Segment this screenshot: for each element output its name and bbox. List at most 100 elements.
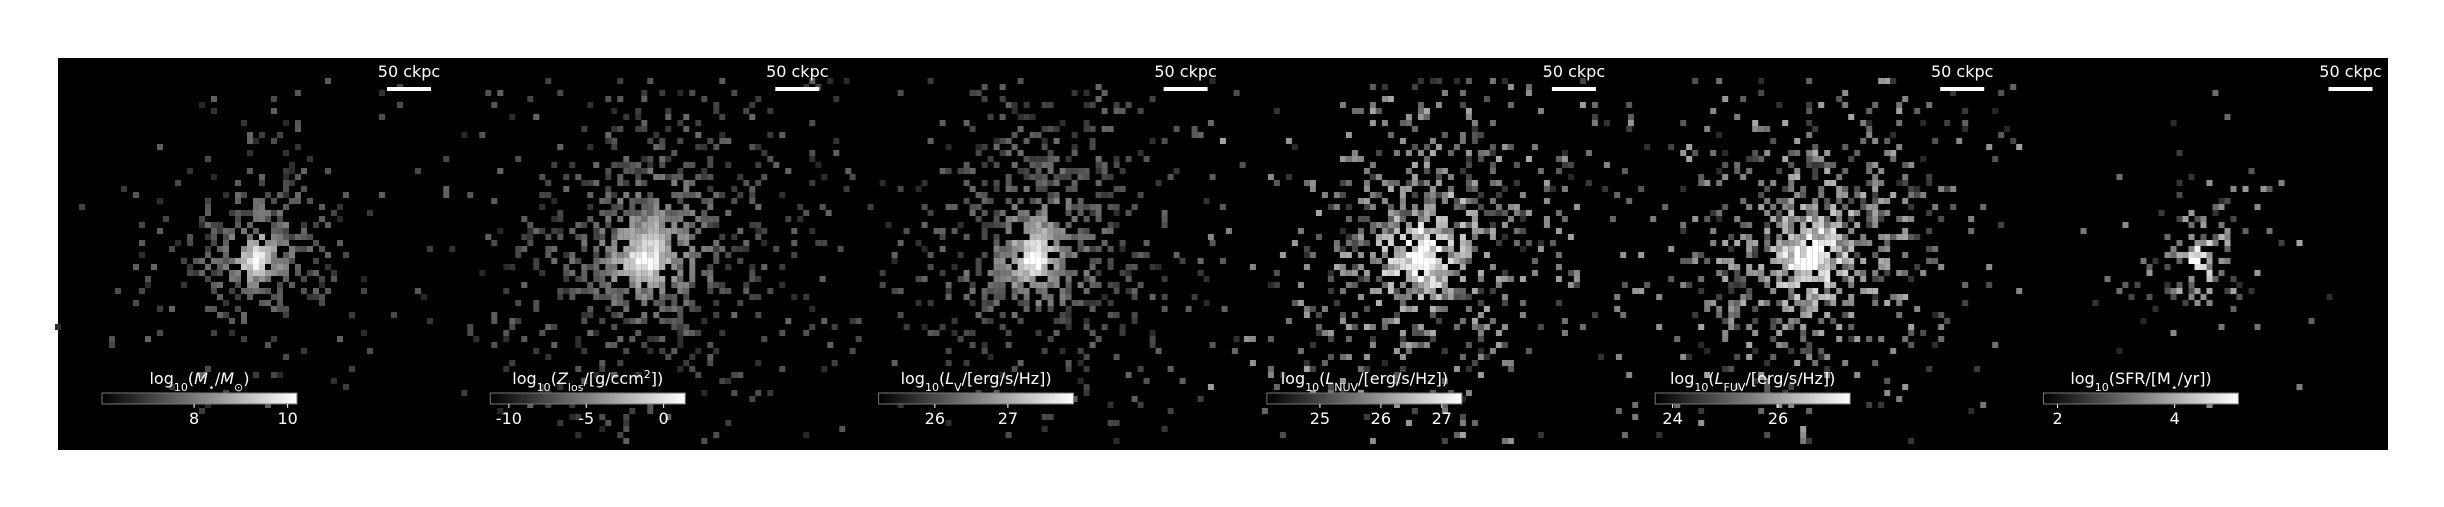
map-pixel bbox=[1005, 240, 1012, 246]
map-pixel bbox=[617, 162, 624, 168]
map-pixel bbox=[969, 204, 976, 210]
map-pixel bbox=[1788, 276, 1795, 282]
label-part: (SFR/[M bbox=[2109, 369, 2171, 388]
map-pixel bbox=[1537, 108, 1544, 114]
map-pixel bbox=[271, 294, 277, 300]
map-pixel bbox=[1842, 276, 1849, 282]
map-pixel bbox=[1860, 192, 1867, 198]
map-pixel bbox=[1812, 168, 1819, 174]
map-pixel bbox=[1800, 426, 1807, 432]
map-pixel bbox=[605, 282, 612, 288]
map-pixel bbox=[1077, 174, 1084, 180]
map-pixel bbox=[1113, 186, 1120, 192]
map-pixel bbox=[1417, 180, 1424, 186]
map-pixel bbox=[1501, 270, 1508, 276]
map-pixel bbox=[1764, 150, 1771, 156]
map-pixel bbox=[1836, 186, 1843, 192]
map-pixel bbox=[599, 318, 606, 324]
map-pixel bbox=[551, 162, 558, 168]
map-pixel bbox=[623, 348, 630, 354]
map-pixel bbox=[993, 186, 1000, 192]
map-pixel bbox=[635, 252, 642, 258]
map-pixel bbox=[683, 192, 690, 198]
map-pixel bbox=[1728, 324, 1735, 330]
map-pixel bbox=[1782, 300, 1789, 306]
map-pixel bbox=[623, 420, 630, 426]
map-pixel bbox=[969, 168, 976, 174]
map-pixel bbox=[1764, 384, 1771, 390]
map-pixel bbox=[569, 288, 576, 294]
map-pixel bbox=[1339, 378, 1346, 384]
map-pixel bbox=[653, 246, 660, 252]
map-pixel bbox=[1908, 438, 1915, 444]
scale-bar bbox=[1551, 87, 1596, 91]
map-pixel bbox=[319, 246, 325, 252]
map-pixel bbox=[1896, 234, 1903, 240]
map-pixel bbox=[497, 168, 504, 174]
map-pixel bbox=[1477, 336, 1484, 342]
map-pixel bbox=[957, 168, 964, 174]
map-pixel bbox=[623, 318, 630, 324]
label-part: log bbox=[1281, 369, 1305, 388]
map-pixel bbox=[665, 252, 672, 258]
map-pixel bbox=[289, 180, 295, 186]
label-part: L bbox=[1325, 369, 1334, 388]
map-pixel bbox=[1465, 390, 1472, 396]
map-pixel bbox=[289, 168, 295, 174]
map-pixel bbox=[1752, 246, 1759, 252]
map-pixel bbox=[1764, 210, 1771, 216]
map-pixel bbox=[1716, 216, 1723, 222]
map-pixel bbox=[115, 288, 121, 294]
map-pixel bbox=[683, 360, 690, 366]
map-pixel bbox=[1866, 222, 1873, 228]
map-pixel bbox=[1836, 174, 1843, 180]
map-pixel bbox=[737, 372, 744, 378]
map-pixel bbox=[241, 264, 247, 270]
map-pixel bbox=[199, 222, 205, 228]
map-pixel bbox=[1866, 126, 1873, 132]
map-pixel bbox=[659, 138, 666, 144]
map-pixel bbox=[1788, 186, 1795, 192]
map-pixel bbox=[575, 366, 582, 372]
map-pixel bbox=[623, 264, 630, 270]
map-pixel bbox=[1776, 402, 1783, 408]
map-pixel bbox=[647, 408, 654, 414]
map-pixel bbox=[1035, 252, 1042, 258]
map-pixel bbox=[1339, 246, 1346, 252]
map-pixel bbox=[1065, 294, 1072, 300]
map-pixel bbox=[1914, 108, 1921, 114]
map-pixel bbox=[927, 252, 934, 258]
map-pixel bbox=[1788, 348, 1795, 354]
map-pixel bbox=[1788, 198, 1795, 204]
map-pixel bbox=[665, 294, 672, 300]
map-pixel bbox=[617, 234, 624, 240]
map-pixel bbox=[635, 282, 642, 288]
map-pixel bbox=[1399, 216, 1406, 222]
map-pixel bbox=[611, 192, 618, 198]
map-pixel bbox=[1029, 156, 1036, 162]
map-pixel bbox=[1854, 240, 1861, 246]
map-pixel bbox=[1758, 372, 1765, 378]
map-pixel bbox=[211, 288, 217, 294]
map-pixel bbox=[1041, 288, 1048, 294]
map-pixel bbox=[833, 138, 840, 144]
map-pixel bbox=[1986, 282, 1993, 288]
map-pixel bbox=[755, 228, 762, 234]
map-pixel bbox=[1710, 240, 1717, 246]
map-pixel bbox=[1800, 264, 1807, 270]
map-pixel bbox=[229, 270, 235, 276]
map-pixel bbox=[725, 264, 732, 270]
map-pixel bbox=[1920, 270, 1927, 276]
map-pixel bbox=[1716, 180, 1723, 186]
map-pixel bbox=[1047, 222, 1054, 228]
label-part: FUV bbox=[1724, 381, 1746, 394]
map-pixel bbox=[1113, 312, 1120, 318]
map-pixel bbox=[1059, 270, 1066, 276]
map-pixel bbox=[247, 210, 253, 216]
map-pixel bbox=[1884, 78, 1891, 84]
map-pixel bbox=[337, 240, 343, 246]
map-pixel bbox=[575, 342, 582, 348]
map-pixel bbox=[1387, 180, 1394, 186]
map-pixel bbox=[1459, 132, 1466, 138]
map-pixel bbox=[1501, 294, 1508, 300]
